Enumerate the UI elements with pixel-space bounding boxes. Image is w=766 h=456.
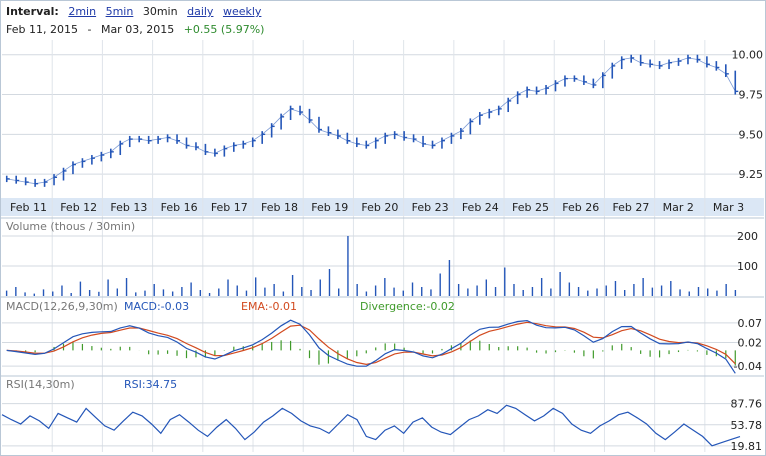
rsi-line — [1, 404, 741, 447]
x-axis-label: Feb 19 — [311, 201, 348, 214]
range-start: Feb 11, 2015 — [6, 23, 78, 36]
range-end: Mar 03, 2015 — [100, 23, 175, 36]
x-axis-label: Feb 23 — [412, 201, 449, 214]
price-panel-bg — [1, 40, 764, 198]
price-y-tick: 9.75 — [739, 89, 764, 102]
rsi-y-tick: 87.76 — [731, 398, 763, 411]
x-axis-label: Feb 20 — [361, 201, 398, 214]
macd-y-tick: 0.02 — [738, 337, 763, 350]
range-change: +0.55 (5.97%) — [183, 23, 265, 36]
macd-readout: MACD:-0.03 — [124, 300, 189, 313]
x-axis-label: Feb 24 — [462, 201, 499, 214]
rsi-readout: RSI:34.75 — [124, 378, 177, 391]
interval-label: Interval: — [6, 5, 59, 18]
price-y-tick: 10.00 — [732, 49, 764, 62]
x-axis-label: Feb 16 — [161, 201, 198, 214]
interval-weekly-link[interactable]: weekly — [222, 5, 262, 18]
volume-y-tick: 200 — [737, 230, 758, 243]
interval-2min-link[interactable]: 2min — [68, 5, 97, 18]
x-axis-label: Feb 25 — [512, 201, 549, 214]
macd-line — [6, 319, 736, 374]
macd-y-tick: 0.07 — [738, 317, 763, 330]
x-axis-label: Feb 18 — [261, 201, 298, 214]
date-range: Feb 11, 2015 - Mar 03, 2015 +0.55 (5.97%… — [6, 22, 264, 38]
rsi-title: RSI(14,30m) — [6, 378, 75, 391]
x-axis-band — [1, 198, 764, 216]
range-separator: - — [87, 23, 92, 36]
x-axis-label: Feb 27 — [612, 201, 649, 214]
interval-5min-link[interactable]: 5min — [105, 5, 134, 18]
volume-y-tick: 100 — [737, 260, 758, 273]
interval-daily-link[interactable]: daily — [187, 5, 214, 18]
x-axis-label: Feb 26 — [562, 201, 599, 214]
interval-current: 30min — [142, 5, 178, 18]
price-line — [6, 57, 736, 185]
macd-title: MACD(12,26,9,30m) — [6, 300, 118, 313]
rsi-y-tick: 53.78 — [731, 419, 763, 432]
rsi-y-tick: 19.81 — [731, 440, 763, 453]
price-y-tick: 9.25 — [739, 168, 764, 181]
volume-title: Volume (thous / 30min) — [6, 220, 135, 233]
divergence-readout: Divergence:-0.02 — [360, 300, 455, 313]
price-y-tick: 9.50 — [739, 128, 764, 141]
x-axis-label: Mar 2 — [663, 201, 694, 214]
x-axis-label: Mar 3 — [713, 201, 744, 214]
x-axis-label: Feb 11 — [10, 201, 47, 214]
x-axis-label: Feb 13 — [110, 201, 147, 214]
ema-readout: EMA:-0.01 — [241, 300, 297, 313]
x-axis-label: Feb 17 — [211, 201, 248, 214]
x-axis-label: Feb 12 — [60, 201, 97, 214]
macd-y-tick: -0.04 — [734, 360, 762, 373]
interval-bar: Interval: 2min 5min 30min daily weekly — [6, 4, 267, 20]
ema-line — [6, 321, 736, 366]
